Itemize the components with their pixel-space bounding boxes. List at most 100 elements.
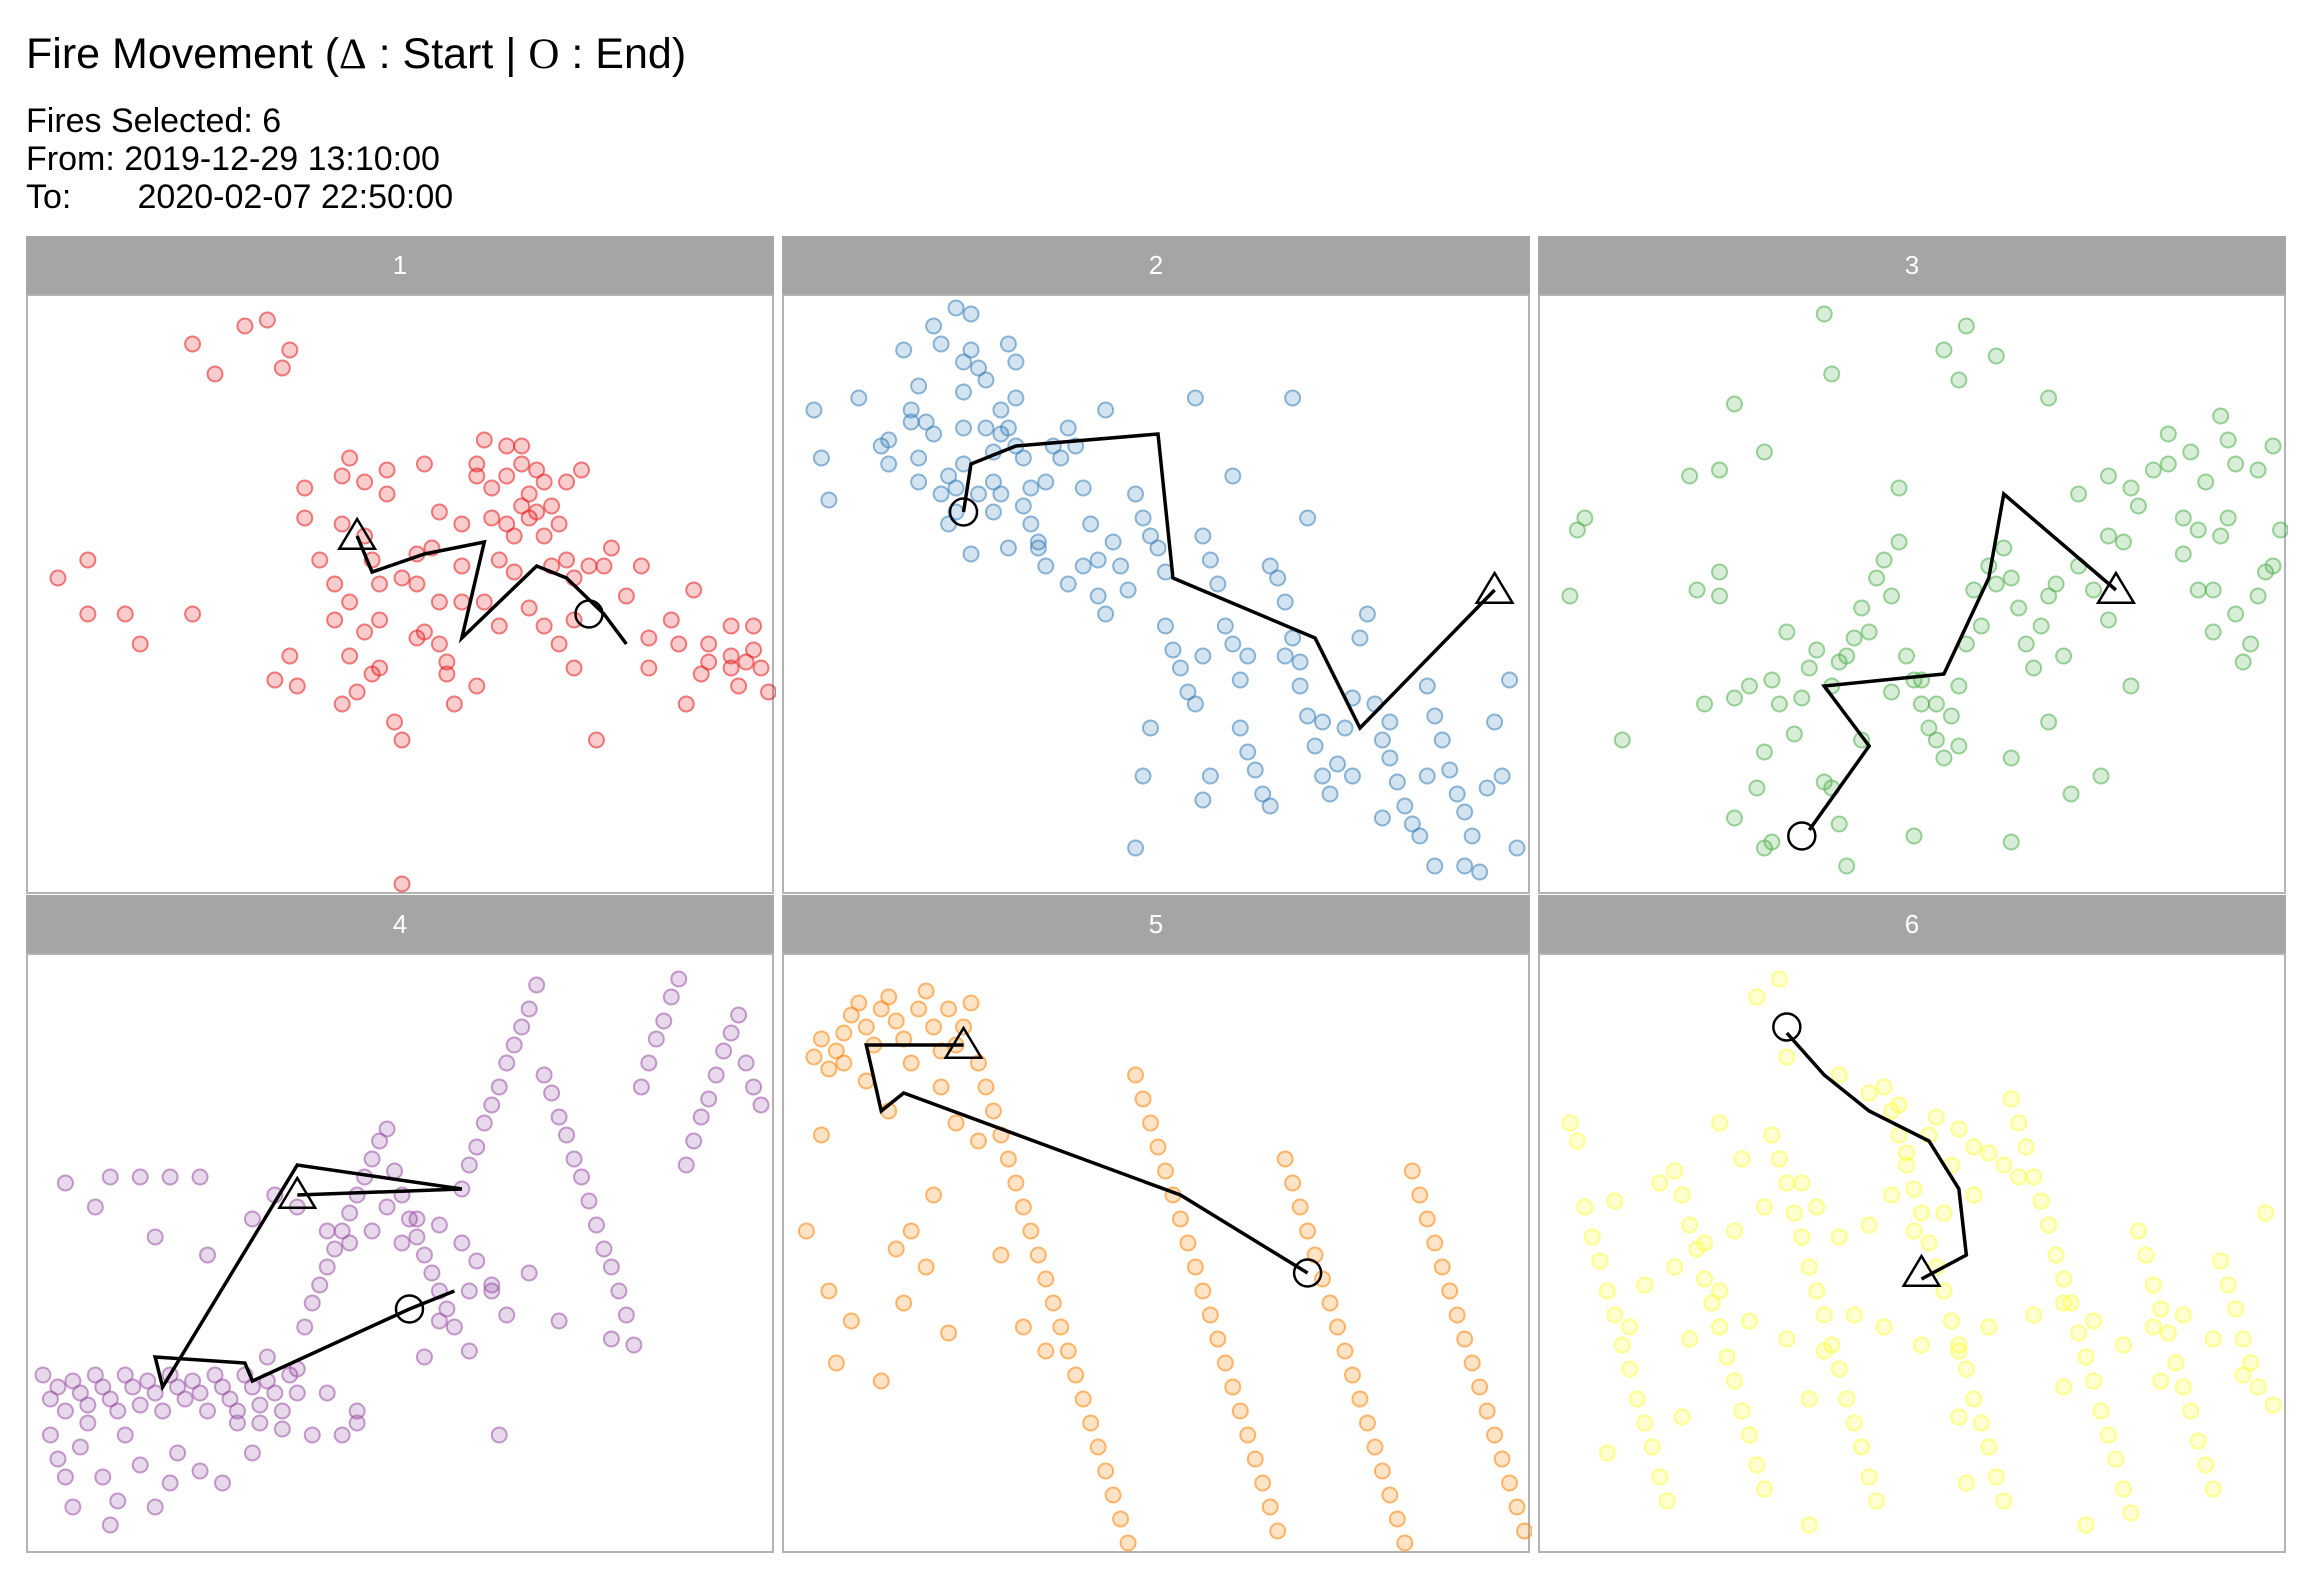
fire-point xyxy=(999,335,1017,353)
fire-point xyxy=(415,455,433,473)
fire-point xyxy=(408,1228,426,1246)
fire-point xyxy=(670,635,688,653)
fire-point xyxy=(2197,1456,2215,1474)
fire-point xyxy=(378,1120,396,1138)
fire-point xyxy=(745,1078,763,1096)
facet-2: 2 xyxy=(782,236,1530,894)
fire-point xyxy=(1696,695,1714,713)
fire-point xyxy=(191,1462,209,1480)
fire-point xyxy=(962,545,980,563)
fire-point xyxy=(1291,1198,1309,1216)
fire-point xyxy=(1224,635,1242,653)
fire-point xyxy=(430,1216,448,1234)
end-marker xyxy=(1787,821,1817,851)
fire-point xyxy=(288,677,306,695)
fire-point xyxy=(1853,599,1871,617)
fire-point xyxy=(116,1426,134,1444)
fire-point xyxy=(2107,1450,2125,1468)
fire-point xyxy=(1216,1354,1234,1372)
scatter-plot xyxy=(1561,970,2282,1534)
fire-point xyxy=(386,1162,404,1180)
fire-point xyxy=(1014,1318,1032,1336)
fire-point xyxy=(543,1084,561,1102)
fire-point xyxy=(348,1402,366,1420)
fire-point xyxy=(835,1054,853,1072)
fire-point xyxy=(917,982,935,1000)
fire-point xyxy=(498,467,516,485)
fire-point xyxy=(2077,1348,2095,1366)
fire-point xyxy=(1830,1360,1848,1378)
fire-point xyxy=(2152,1300,2170,1318)
fire-point xyxy=(962,994,980,1012)
fire-point xyxy=(640,1054,658,1072)
fire-point xyxy=(1441,1282,1459,1300)
facet-1: 1 xyxy=(26,236,776,894)
fire-point xyxy=(101,1390,119,1408)
fire-point xyxy=(2189,521,2207,539)
fire-point xyxy=(910,1000,928,1018)
fire-point xyxy=(1987,1468,2005,1486)
fire-point xyxy=(1755,1198,1773,1216)
fire-point xyxy=(1261,797,1279,815)
fire-point xyxy=(266,1384,284,1402)
fire-point xyxy=(610,1282,628,1300)
fire-point xyxy=(393,1234,411,1252)
fire-point xyxy=(251,1414,269,1432)
fire-point xyxy=(2002,749,2020,767)
fire-point xyxy=(86,1198,104,1216)
fire-point xyxy=(812,1126,830,1144)
fire-point xyxy=(1898,647,1916,665)
facet-panel xyxy=(1538,294,2288,894)
fire-point xyxy=(273,1420,291,1438)
fire-point xyxy=(580,1192,598,1210)
fire-point xyxy=(266,671,284,689)
fire-point xyxy=(558,473,576,491)
fire-point xyxy=(1142,527,1160,545)
fire-point xyxy=(430,635,448,653)
fire-point xyxy=(1860,1084,1878,1102)
fire-point xyxy=(243,1444,261,1462)
fire-point xyxy=(1778,1174,1796,1192)
fire-point xyxy=(565,1150,583,1168)
fire-point xyxy=(1179,683,1197,701)
fire-point xyxy=(1037,557,1055,575)
fire-point xyxy=(49,1450,67,1468)
fire-point xyxy=(1613,1336,1631,1354)
fire-point xyxy=(2249,1378,2267,1396)
fire-point xyxy=(2212,527,2230,545)
fire-point xyxy=(161,1168,179,1186)
fire-point xyxy=(925,1018,943,1036)
end-marker xyxy=(394,1294,425,1324)
fire-point xyxy=(1845,1414,1863,1432)
fire-point xyxy=(1875,551,1893,569)
end-symbol: O xyxy=(528,31,560,78)
fire-point xyxy=(2070,485,2088,503)
fire-point xyxy=(1965,1390,1983,1408)
fire-point xyxy=(1231,1402,1249,1420)
start-marker xyxy=(277,1175,318,1209)
fire-point xyxy=(79,1396,97,1414)
fire-point xyxy=(1651,1468,1669,1486)
fire-point xyxy=(1194,1282,1212,1300)
fire-point xyxy=(1022,515,1040,533)
fire-point xyxy=(722,647,740,665)
fire-point xyxy=(2204,1330,2222,1348)
fire-point xyxy=(1636,1276,1654,1294)
fire-point xyxy=(1591,1252,1609,1270)
fire-point xyxy=(1845,629,1863,647)
fire-point xyxy=(895,341,913,359)
fire-point xyxy=(1119,1534,1137,1552)
fire-point xyxy=(1598,1282,1616,1300)
fire-point xyxy=(1388,1510,1406,1528)
fire-point xyxy=(483,1282,501,1300)
fire-point xyxy=(1823,365,1841,383)
fire-point xyxy=(483,509,501,527)
fire-point xyxy=(1800,1258,1818,1276)
fire-point xyxy=(2204,1480,2222,1498)
fire-point xyxy=(1696,1270,1714,1288)
fire-point xyxy=(528,461,546,479)
fire-point xyxy=(445,1318,463,1336)
fire-point xyxy=(752,1096,770,1114)
movement-path xyxy=(1807,490,2118,832)
fire-point xyxy=(2085,1372,2103,1390)
